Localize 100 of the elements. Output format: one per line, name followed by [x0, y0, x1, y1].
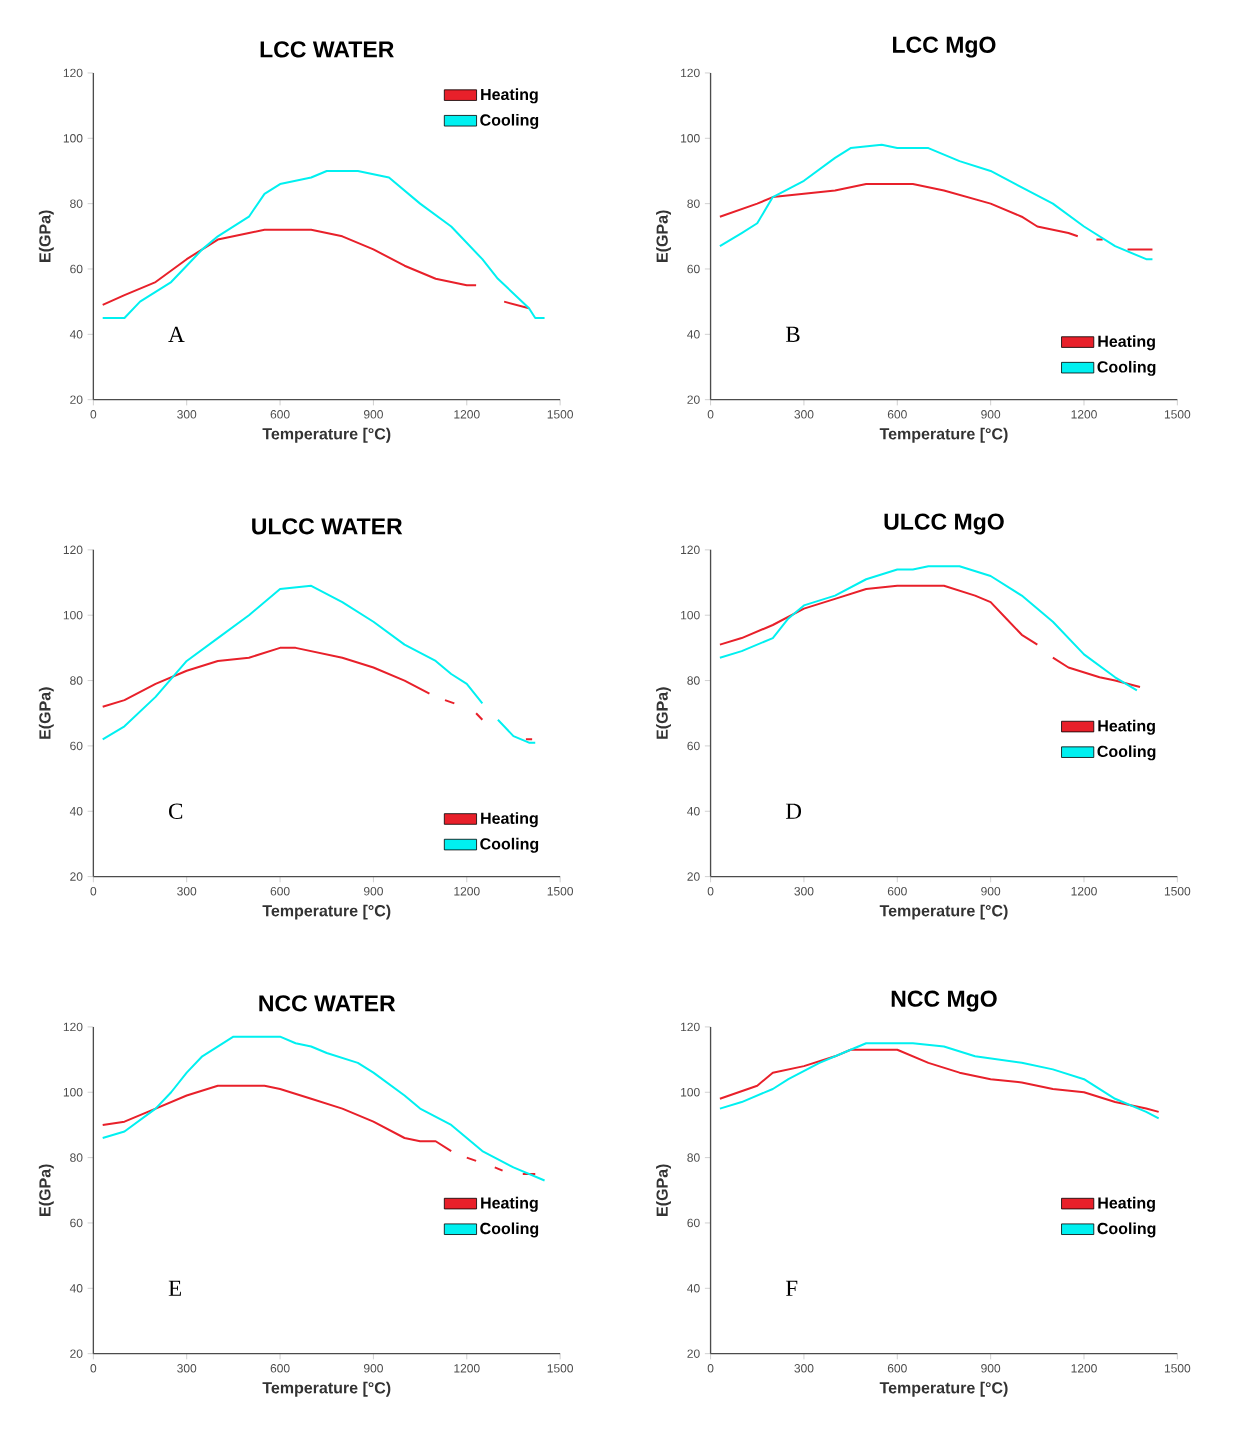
annotation: F: [785, 1280, 798, 1296]
x-tick-label: 300: [794, 1364, 814, 1373]
x-tick-label: 1200: [454, 410, 480, 419]
x-tick-label: 1500: [1164, 887, 1191, 896]
y-tick-label: 100: [680, 1087, 700, 1097]
x-tick-label: 0: [90, 887, 97, 896]
y-tick-label: 20: [687, 1349, 700, 1358]
x-tick-label: 900: [981, 410, 1001, 419]
annotation: E: [168, 1280, 181, 1296]
x-tick-label: 600: [270, 1364, 290, 1373]
x-tick-label: 1200: [1071, 410, 1097, 419]
y-tick-label: 100: [680, 610, 700, 620]
y-tick-label: 120: [680, 545, 700, 555]
y-tick-label: 100: [680, 134, 700, 143]
y-axis-title: E(GPa): [38, 210, 54, 262]
y-tick-label: 20: [70, 1349, 83, 1358]
x-tick-label: 300: [794, 887, 814, 896]
x-tick-label: 900: [363, 410, 383, 419]
annotation: C: [168, 803, 183, 819]
x-axis-title: Temperature [°C): [879, 427, 1008, 443]
chart-title: ULCC WATER: [252, 518, 403, 535]
legend-label: Cooling: [480, 1222, 538, 1238]
y-tick-label: 120: [63, 68, 83, 78]
y-tick-label: 80: [69, 1153, 83, 1162]
y-tick-label: 60: [70, 1218, 83, 1228]
x-tick-label: 0: [90, 1364, 97, 1373]
x-tick-label: 300: [177, 1364, 197, 1373]
x-tick-label: 900: [363, 1364, 383, 1373]
y-tick-label: 40: [69, 1284, 83, 1293]
chart-title: NCC MgO: [891, 990, 997, 1012]
x-tick-label: 0: [707, 1364, 714, 1373]
y-tick-label: 100: [63, 610, 83, 620]
x-tick-label: 0: [90, 410, 97, 419]
y-tick-label: 20: [687, 395, 700, 404]
y-tick-label: 60: [70, 264, 83, 274]
y-tick-label: 60: [687, 264, 700, 274]
legend-label: Heating: [481, 812, 538, 828]
y-tick-label: 20: [70, 872, 83, 881]
line-series: [718, 1048, 1160, 1113]
x-tick-label: 1200: [1071, 887, 1097, 896]
legend-label: Heating: [1098, 335, 1155, 351]
legend-label: Heating: [1098, 719, 1155, 735]
y-tick-label: 100: [63, 1087, 83, 1097]
x-tick-label: 900: [363, 887, 383, 896]
y-axis-title: E(GPa): [38, 687, 54, 739]
y-axis-title: E(GPa): [38, 1164, 54, 1216]
legend-label: Cooling: [480, 837, 538, 853]
line-series: [101, 169, 546, 319]
y-tick-label: 100: [63, 134, 83, 143]
x-tick-label: 1500: [547, 410, 573, 419]
chart-title: LCC MgO: [892, 36, 996, 58]
x-axis-title: Temperature [°C): [262, 427, 391, 443]
x-tick-label: 0: [707, 410, 714, 419]
y-tick-label: 40: [69, 330, 83, 339]
annotation: A: [168, 326, 185, 342]
x-axis-title: Temperature [°C): [879, 1381, 1008, 1397]
legend-label: Cooling: [480, 113, 538, 129]
x-tick-label: 600: [270, 410, 290, 419]
line-series: [718, 1042, 1160, 1120]
y-tick-label: 120: [680, 68, 700, 78]
annotation: D: [785, 803, 801, 819]
y-tick-label: 20: [687, 872, 700, 881]
legend-label: Heating: [481, 88, 538, 104]
x-tick-label: 1200: [1071, 1364, 1097, 1373]
x-tick-label: 600: [887, 1364, 907, 1373]
x-tick-label: 600: [887, 887, 907, 896]
y-tick-label: 40: [69, 806, 83, 816]
x-tick-label: 1500: [547, 887, 573, 896]
line-series: [101, 1035, 546, 1182]
x-tick-label: 900: [981, 1364, 1001, 1373]
y-tick-label: 40: [686, 1284, 700, 1293]
y-axis-title: E(GPa): [655, 210, 671, 262]
line-series: [718, 143, 1154, 261]
y-tick-label: 60: [687, 1218, 700, 1228]
x-axis-title: Temperature [°C): [262, 904, 391, 920]
x-axis-title: Temperature [°C): [262, 1381, 391, 1397]
x-tick-label: 1500: [547, 1364, 573, 1373]
chart-title: LCC WATER: [260, 41, 394, 58]
y-tick-label: 40: [686, 806, 700, 816]
x-tick-label: 600: [887, 410, 907, 419]
y-tick-label: 60: [70, 741, 83, 751]
legend-label: Heating: [1098, 1196, 1155, 1212]
y-tick-label: 120: [63, 1022, 83, 1032]
legend-label: Cooling: [1097, 745, 1156, 761]
y-axis-title: E(GPa): [655, 687, 671, 739]
legend-label: Cooling: [1097, 360, 1156, 376]
chart-title: NCC WATER: [259, 995, 396, 1012]
x-tick-label: 300: [177, 887, 197, 896]
y-tick-label: 80: [687, 199, 700, 208]
x-tick-label: 1500: [1164, 1364, 1191, 1373]
y-tick-label: 20: [70, 395, 83, 404]
x-tick-label: 300: [794, 410, 814, 419]
x-tick-label: 0: [707, 887, 714, 896]
line-series: [718, 565, 1138, 692]
y-tick-label: 120: [680, 1022, 700, 1032]
y-tick-label: 80: [687, 676, 700, 685]
x-tick-label: 900: [981, 887, 1001, 896]
y-tick-label: 80: [687, 1153, 700, 1162]
chart-title: ULCC MgO: [884, 513, 1004, 535]
y-tick-label: 60: [687, 741, 700, 751]
